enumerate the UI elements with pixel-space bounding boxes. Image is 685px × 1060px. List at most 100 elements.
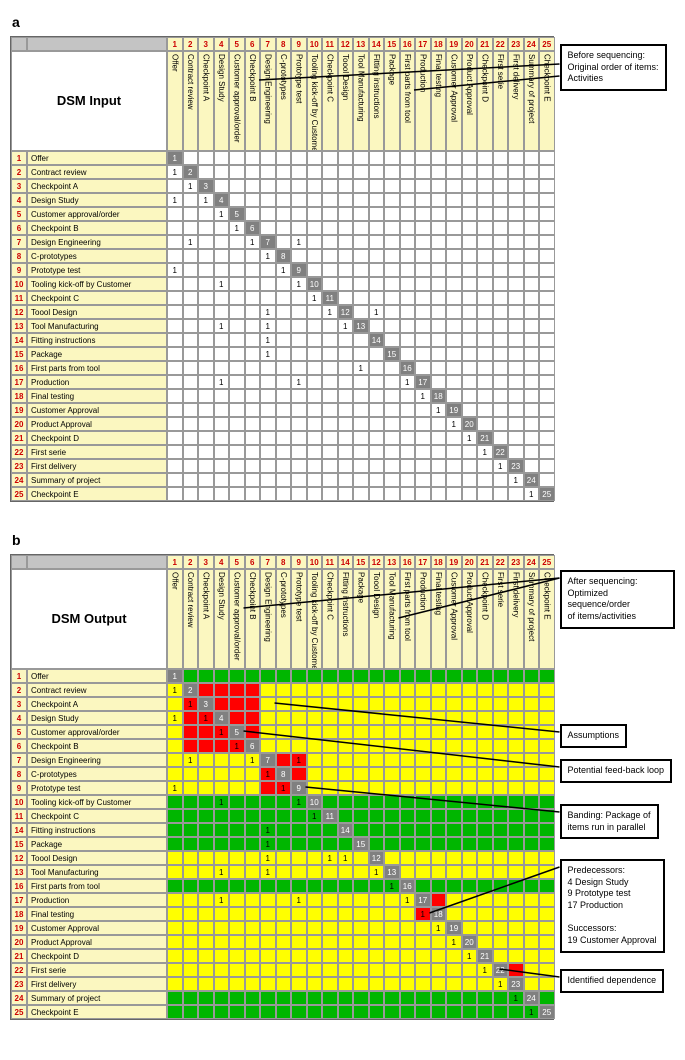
dsm-cell <box>353 963 369 977</box>
dsm-cell <box>369 809 385 823</box>
dsm-cell <box>338 375 354 389</box>
col-num: 16 <box>400 37 416 51</box>
dsm-cell <box>229 1005 245 1019</box>
dsm-cell <box>229 767 245 781</box>
dsm-cell <box>400 753 416 767</box>
dsm-cell <box>229 949 245 963</box>
dsm-cell <box>198 291 214 305</box>
dsm-cell <box>322 795 338 809</box>
dsm-cell <box>415 403 431 417</box>
dsm-cell <box>260 361 276 375</box>
dsm-cell <box>384 921 400 935</box>
dsm-cell: 1 <box>477 963 493 977</box>
dsm-cell: 9 <box>291 781 307 795</box>
dsm-cell <box>508 263 524 277</box>
dsm-cell <box>462 333 478 347</box>
dsm-cell <box>229 837 245 851</box>
dsm-cell <box>384 403 400 417</box>
dsm-cell <box>524 753 540 767</box>
dsm-cell <box>338 403 354 417</box>
dsm-cell <box>338 389 354 403</box>
dsm-cell <box>508 865 524 879</box>
row-num: 1 <box>11 669 27 683</box>
dsm-cell <box>291 305 307 319</box>
dsm-cell <box>446 991 462 1005</box>
dsm-cell <box>260 683 276 697</box>
dsm-cell <box>508 893 524 907</box>
dsm-cell <box>245 907 261 921</box>
dsm-cell <box>462 879 478 893</box>
dsm-cell: 1 <box>276 263 292 277</box>
dsm-cell: 1 <box>214 277 230 291</box>
dsm-cell <box>167 207 183 221</box>
row-label: Checkpoint C <box>27 291 167 305</box>
dsm-cell <box>167 347 183 361</box>
dsm-cell <box>198 361 214 375</box>
col-header: Customer Approval <box>446 51 462 151</box>
dsm-cell <box>462 893 478 907</box>
dsm-cell: 21 <box>477 949 493 963</box>
dsm-cell <box>260 907 276 921</box>
dsm-cell <box>167 179 183 193</box>
dsm-cell <box>431 193 447 207</box>
dsm-cell <box>338 193 354 207</box>
dsm-cell <box>183 823 199 837</box>
dsm-cell: 1 <box>446 417 462 431</box>
dsm-cell <box>493 235 509 249</box>
dsm-cell <box>307 753 323 767</box>
dsm-cell <box>307 431 323 445</box>
dsm-cell: 5 <box>229 207 245 221</box>
dsm-cell <box>291 949 307 963</box>
col-num: 12 <box>369 555 385 569</box>
row-label: Checkpoint A <box>27 179 167 193</box>
dsm-cell <box>353 809 369 823</box>
dsm-cell <box>338 711 354 725</box>
dsm-cell <box>322 319 338 333</box>
dsm-cell <box>214 473 230 487</box>
dsm-cell <box>322 823 338 837</box>
col-header: C-prototypes <box>276 569 292 669</box>
dsm-cell <box>462 165 478 179</box>
dsm-cell <box>446 459 462 473</box>
dsm-cell <box>291 935 307 949</box>
dsm-cell <box>400 151 416 165</box>
dsm-cell <box>446 711 462 725</box>
dsm-cell <box>508 221 524 235</box>
dsm-cell <box>508 711 524 725</box>
dsm-cell <box>291 809 307 823</box>
dsm-cell <box>384 361 400 375</box>
dsm-cell <box>183 473 199 487</box>
dsm-cell <box>369 207 385 221</box>
dsm-cell: 1 <box>214 795 230 809</box>
dsm-cell <box>524 403 540 417</box>
dsm-cell <box>477 165 493 179</box>
dsm-cell <box>276 165 292 179</box>
dsm-cell <box>183 375 199 389</box>
row-label: Toool Design <box>27 851 167 865</box>
dsm-cell <box>384 235 400 249</box>
dsm-cell <box>446 249 462 263</box>
dsm-cell <box>229 235 245 249</box>
row-label: Product Approval <box>27 417 167 431</box>
dsm-cell <box>493 753 509 767</box>
dsm-cell <box>214 683 230 697</box>
dsm-cell <box>167 837 183 851</box>
dsm-cell: 1 <box>322 851 338 865</box>
dsm-cell <box>539 837 555 851</box>
dsm-cell: 6 <box>245 221 261 235</box>
dsm-cell <box>167 249 183 263</box>
dsm-cell <box>508 907 524 921</box>
dsm-cell <box>539 977 555 991</box>
col-header: Checkpoint D <box>477 51 493 151</box>
dsm-cell <box>384 193 400 207</box>
dsm-cell <box>400 473 416 487</box>
col-header: First serie <box>493 569 509 669</box>
dsm-cell <box>353 333 369 347</box>
dsm-cell <box>400 781 416 795</box>
dsm-cell <box>229 333 245 347</box>
dsm-cell: 1 <box>291 277 307 291</box>
dsm-cell <box>183 291 199 305</box>
dsm-cell <box>462 291 478 305</box>
dsm-cell <box>493 277 509 291</box>
dsm-cell <box>477 151 493 165</box>
